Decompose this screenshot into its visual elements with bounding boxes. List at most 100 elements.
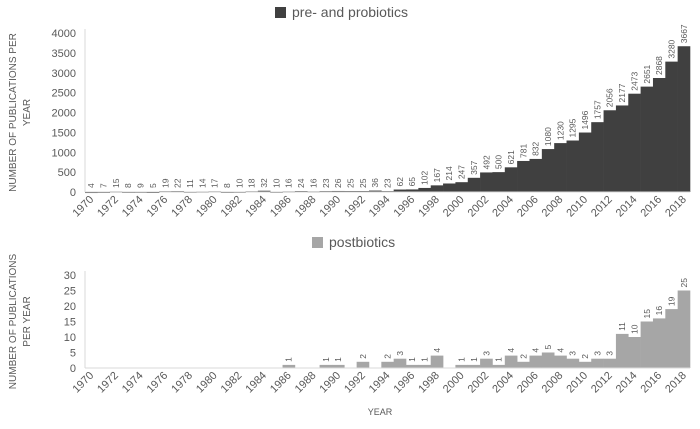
x-tick-label: 1996 — [392, 194, 418, 220]
data-label: 1230 — [555, 121, 565, 140]
y-tick-label: 4000 — [52, 28, 76, 40]
data-label: 36 — [370, 178, 380, 188]
bar — [257, 190, 271, 192]
bar — [640, 321, 654, 368]
bar — [467, 177, 481, 192]
x-tick-label: 1982 — [219, 194, 245, 220]
data-label: 8 — [222, 183, 232, 188]
bar — [578, 132, 592, 192]
data-label: 19 — [160, 178, 170, 188]
data-label: 10 — [271, 178, 281, 188]
bar — [677, 290, 691, 368]
x-tick-label: 1990 — [317, 370, 343, 396]
x-tick-label: 1988 — [293, 370, 319, 396]
data-label: 2 — [518, 354, 528, 359]
data-label: 4 — [86, 183, 96, 188]
data-label: 3280 — [666, 39, 676, 58]
bar — [640, 86, 654, 192]
data-label: 1 — [284, 357, 294, 362]
data-label: 9 — [136, 183, 146, 188]
bar — [418, 364, 432, 368]
bar — [504, 167, 518, 192]
data-label: 24 — [296, 178, 306, 188]
x-tick-label: 2008 — [540, 194, 566, 220]
data-label: 16 — [654, 306, 664, 316]
data-label: 4 — [506, 348, 516, 353]
data-label: 492 — [481, 155, 491, 169]
chart-postbiotics: postbiotics NUMBER OF PUBLICATIONS PER YEA… — [8, 234, 691, 417]
data-label: 2 — [383, 354, 393, 359]
data-label: 214 — [444, 166, 454, 180]
bar — [430, 355, 444, 368]
x-tick-label: 1978 — [169, 194, 195, 220]
data-label: 5 — [148, 183, 158, 188]
x-tick-label: 2000 — [441, 194, 467, 220]
chart-probiotics: pre- and probiotics NUMBER OF PUBLICATION… — [8, 4, 691, 220]
x-tick-label: 1976 — [145, 194, 171, 220]
legend-label: postbiotics — [329, 234, 395, 250]
x-axis-label: YEAR — [368, 407, 393, 417]
data-label: 621 — [506, 150, 516, 164]
x-tick-label: 1980 — [194, 370, 220, 396]
bar — [554, 355, 567, 368]
data-label: 11 — [617, 322, 627, 331]
x-tick-label: 1978 — [169, 370, 195, 396]
x-tick-label: 1992 — [342, 194, 368, 220]
bar — [603, 110, 617, 192]
data-label: 23 — [383, 178, 393, 188]
data-label: 1 — [457, 357, 467, 362]
x-tick-label: 1976 — [145, 370, 171, 396]
y-tick-label: 20 — [64, 301, 76, 313]
data-label: 781 — [518, 144, 528, 158]
data-label: 16 — [284, 178, 294, 188]
bar — [406, 189, 419, 192]
bar — [492, 364, 506, 368]
data-label: 25 — [358, 178, 368, 188]
y-tick-label: 25 — [64, 286, 76, 298]
x-tick-label: 1982 — [219, 370, 245, 396]
data-label: 8 — [123, 183, 133, 188]
bar — [628, 93, 641, 192]
data-label: 1 — [321, 357, 331, 362]
x-tick-label: 2018 — [663, 370, 689, 396]
x-tick-label: 1980 — [194, 194, 220, 220]
data-label: 62 — [395, 177, 405, 187]
data-label: 1 — [469, 357, 479, 362]
x-tick-label: 2002 — [466, 370, 492, 396]
bar — [381, 361, 394, 368]
bar — [492, 172, 506, 193]
data-label: 500 — [494, 155, 504, 169]
data-label: 3667 — [679, 24, 689, 43]
data-label: 10 — [629, 324, 639, 334]
x-tick-label: 1974 — [120, 370, 146, 396]
data-label: 3 — [568, 351, 578, 356]
bar — [541, 149, 555, 192]
y-tick-label: 500 — [58, 167, 76, 179]
data-label: 16 — [308, 178, 318, 188]
data-label: 2 — [580, 354, 590, 359]
bar — [517, 361, 530, 368]
y-axis-label: NUMBER OF PUBLICATIONS — [8, 253, 19, 389]
bar — [368, 190, 382, 192]
data-label: 1757 — [592, 100, 602, 119]
data-label: 4 — [555, 348, 565, 353]
bar — [529, 355, 543, 368]
y-tick-label: 3000 — [52, 68, 76, 80]
data-label: 3 — [395, 351, 405, 356]
bar — [554, 143, 567, 192]
data-label: 65 — [407, 177, 417, 187]
data-label: 22 — [173, 178, 183, 188]
bar — [652, 318, 666, 368]
y-axis-label: PER YEAR — [22, 296, 33, 346]
bar — [480, 172, 493, 192]
data-label: 2473 — [629, 72, 639, 91]
bar — [455, 364, 469, 368]
data-label: 2868 — [654, 56, 664, 75]
data-label: 1 — [407, 357, 417, 362]
bar — [566, 140, 580, 192]
data-label: 1496 — [580, 110, 590, 129]
bar — [406, 364, 419, 368]
x-tick-label: 1990 — [317, 194, 343, 220]
bar — [529, 158, 543, 192]
data-label: 32 — [259, 178, 269, 188]
